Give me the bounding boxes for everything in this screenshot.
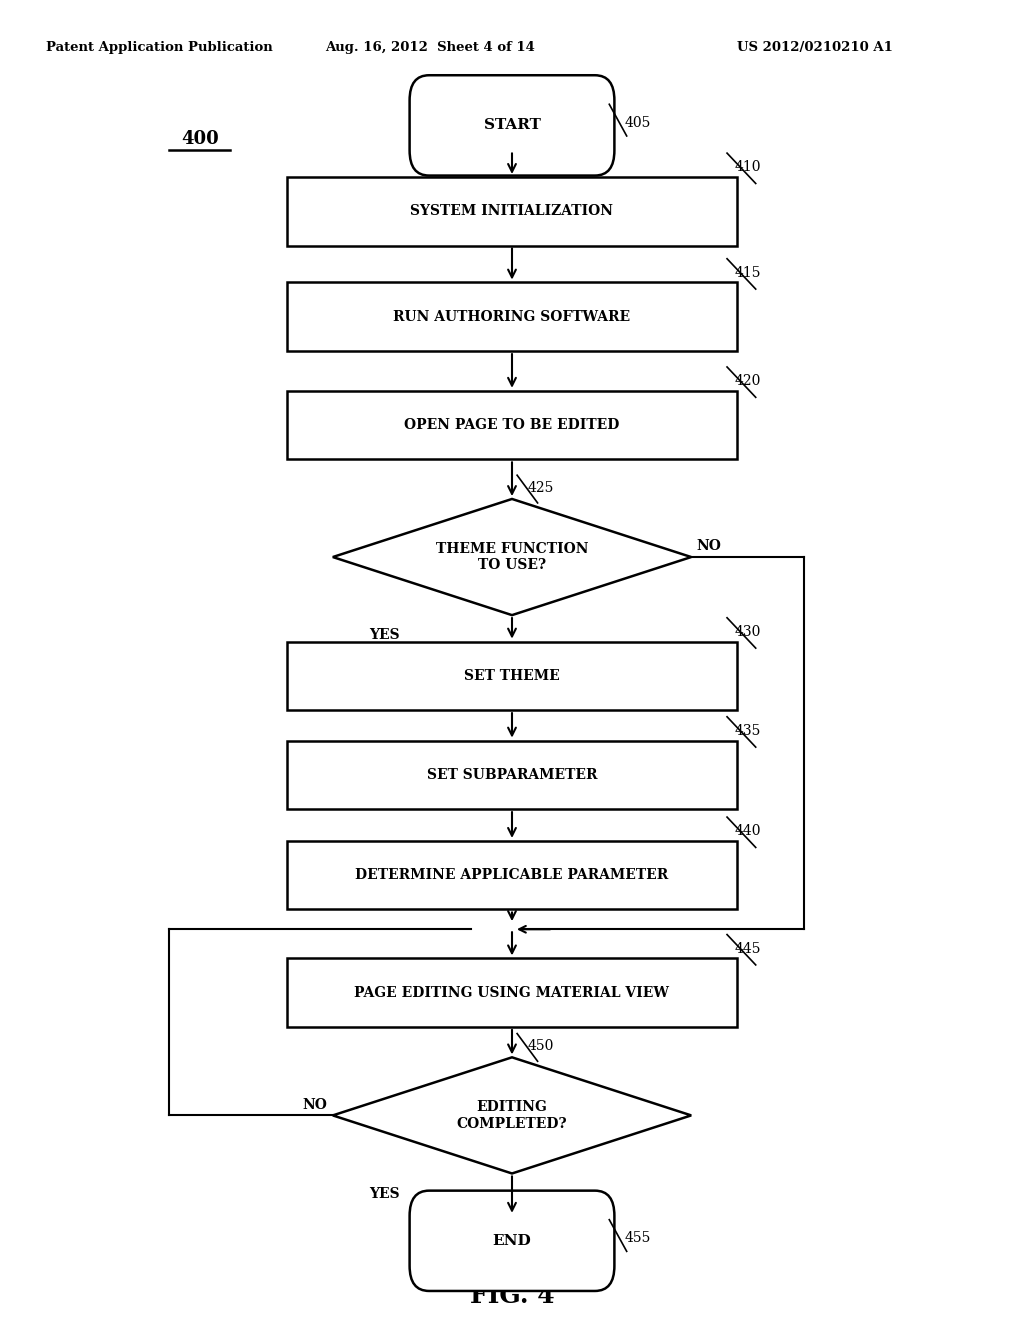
Text: PAGE EDITING USING MATERIAL VIEW: PAGE EDITING USING MATERIAL VIEW xyxy=(354,986,670,999)
Text: 430: 430 xyxy=(734,624,761,639)
Text: NO: NO xyxy=(696,540,721,553)
Bar xyxy=(287,642,737,710)
Text: YES: YES xyxy=(369,1187,399,1201)
Text: 455: 455 xyxy=(625,1232,651,1245)
Text: SET THEME: SET THEME xyxy=(464,669,560,682)
Text: YES: YES xyxy=(369,628,399,643)
Bar xyxy=(287,958,737,1027)
Text: US 2012/0210210 A1: US 2012/0210210 A1 xyxy=(737,41,893,54)
Polygon shape xyxy=(333,1057,691,1173)
Text: Aug. 16, 2012  Sheet 4 of 14: Aug. 16, 2012 Sheet 4 of 14 xyxy=(326,41,535,54)
Text: FIG. 4: FIG. 4 xyxy=(470,1284,554,1308)
Text: 450: 450 xyxy=(527,1039,554,1053)
Text: 420: 420 xyxy=(734,374,761,388)
Text: 435: 435 xyxy=(734,723,761,738)
Text: 400: 400 xyxy=(181,129,218,148)
Bar xyxy=(287,282,737,351)
Text: SYSTEM INITIALIZATION: SYSTEM INITIALIZATION xyxy=(411,205,613,218)
Bar xyxy=(287,841,737,909)
Text: END: END xyxy=(493,1234,531,1247)
Text: OPEN PAGE TO BE EDITED: OPEN PAGE TO BE EDITED xyxy=(404,418,620,432)
Text: 410: 410 xyxy=(734,160,761,174)
Text: RUN AUTHORING SOFTWARE: RUN AUTHORING SOFTWARE xyxy=(393,310,631,323)
Text: Patent Application Publication: Patent Application Publication xyxy=(46,41,272,54)
FancyBboxPatch shape xyxy=(410,75,614,176)
Text: DETERMINE APPLICABLE PARAMETER: DETERMINE APPLICABLE PARAMETER xyxy=(355,869,669,882)
Text: 445: 445 xyxy=(734,941,761,956)
Text: 415: 415 xyxy=(734,265,761,280)
Text: 425: 425 xyxy=(527,480,554,495)
Text: NO: NO xyxy=(303,1098,328,1111)
Text: THEME FUNCTION
TO USE?: THEME FUNCTION TO USE? xyxy=(436,543,588,572)
Polygon shape xyxy=(333,499,691,615)
Text: 440: 440 xyxy=(734,824,761,838)
Bar xyxy=(287,391,737,459)
FancyBboxPatch shape xyxy=(410,1191,614,1291)
Text: EDITING
COMPLETED?: EDITING COMPLETED? xyxy=(457,1101,567,1130)
Bar xyxy=(287,177,737,246)
Text: START: START xyxy=(483,119,541,132)
Text: 405: 405 xyxy=(625,116,651,129)
Bar xyxy=(287,741,737,809)
Text: SET SUBPARAMETER: SET SUBPARAMETER xyxy=(427,768,597,781)
